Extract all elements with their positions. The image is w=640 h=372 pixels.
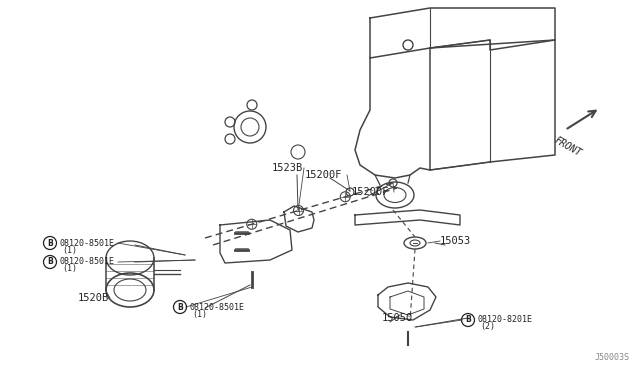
Text: 08120-8501E: 08120-8501E <box>190 302 245 311</box>
Text: B: B <box>177 302 183 311</box>
Text: (2): (2) <box>480 323 495 331</box>
Text: J50003S: J50003S <box>595 353 630 362</box>
Text: (1): (1) <box>62 246 77 254</box>
Text: 15053: 15053 <box>440 236 471 246</box>
Text: (1): (1) <box>62 264 77 273</box>
Text: 1520B: 1520B <box>78 293 109 303</box>
Text: FRONT: FRONT <box>553 135 584 158</box>
Text: B: B <box>47 257 53 266</box>
Text: B: B <box>465 315 471 324</box>
Text: 08120-8501E: 08120-8501E <box>60 257 115 266</box>
Text: 08120-8201E: 08120-8201E <box>478 315 533 324</box>
Text: 15200F: 15200F <box>305 170 342 180</box>
Text: (1): (1) <box>192 310 207 318</box>
Text: B: B <box>47 238 53 247</box>
Text: 08120-8501E: 08120-8501E <box>60 238 115 247</box>
Text: 15200F: 15200F <box>352 187 390 197</box>
Text: 15050: 15050 <box>382 313 413 323</box>
Text: 1523B: 1523B <box>272 163 303 173</box>
